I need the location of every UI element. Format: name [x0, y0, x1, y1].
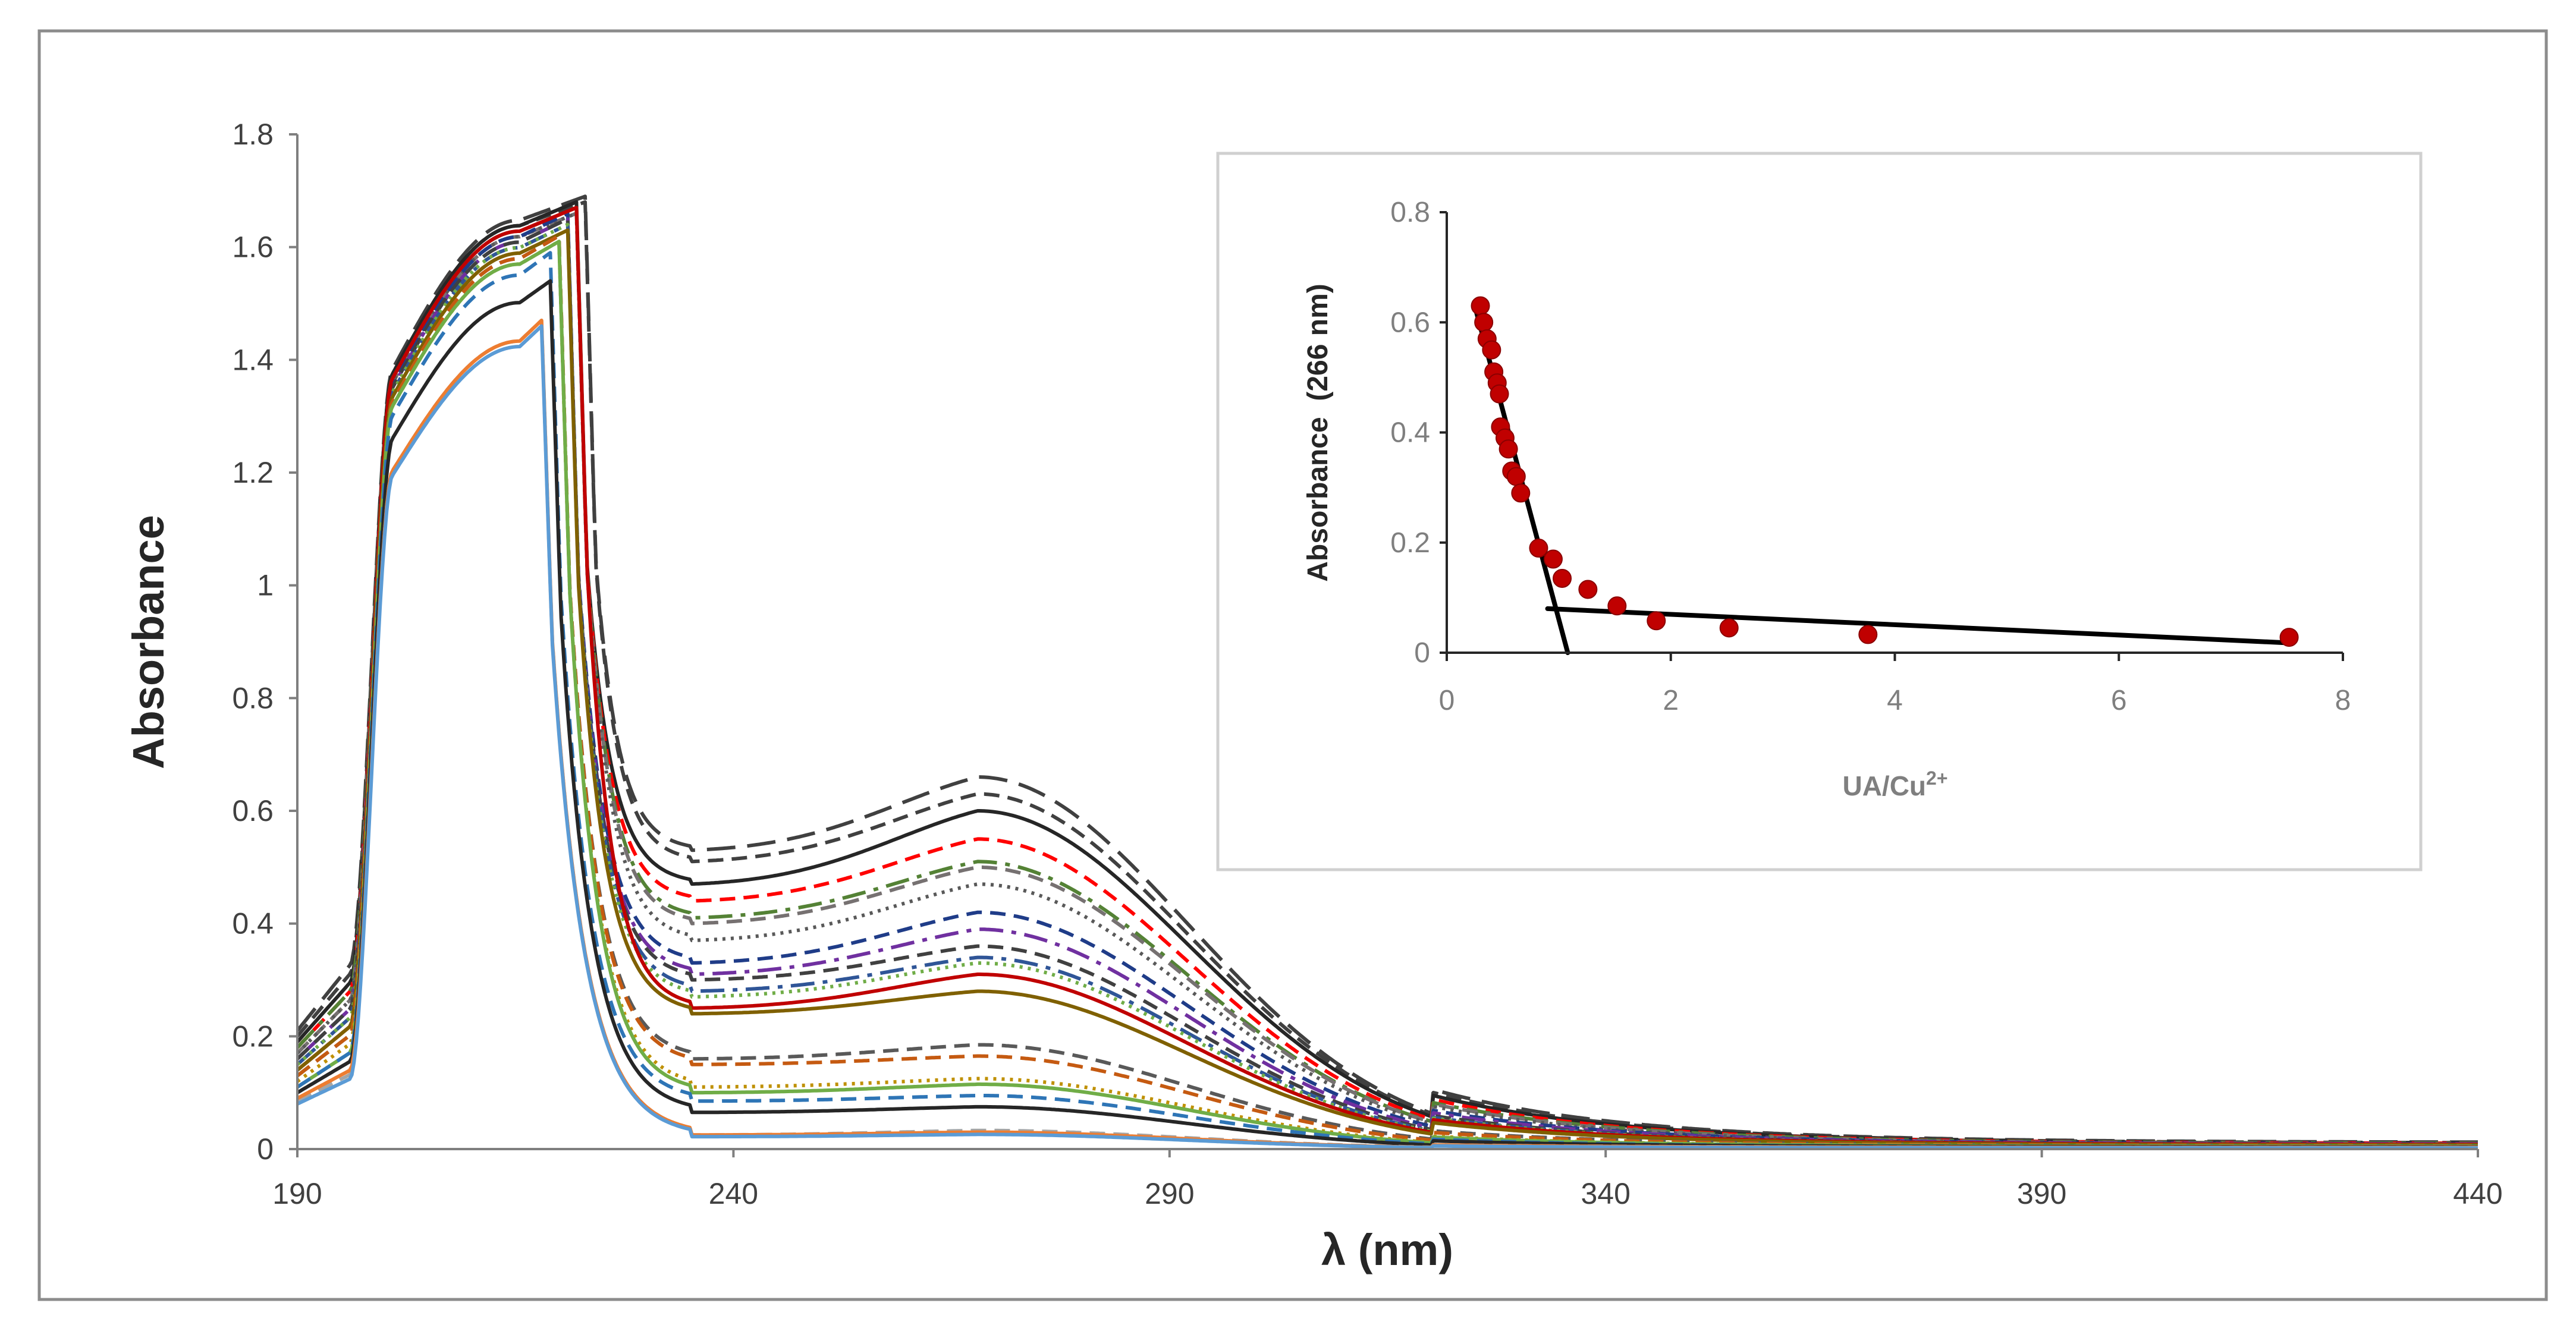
- main-y-tick-label: 1: [257, 569, 274, 602]
- main-y-tick-label: 1.2: [232, 456, 274, 489]
- inset-data-point: [1490, 384, 1509, 404]
- inset-y-tick-label: 0.8: [1390, 197, 1430, 228]
- spectrum-line-s7: [296, 211, 2478, 1146]
- inset-data-point: [1578, 580, 1598, 599]
- main-x-tick-label: 190: [272, 1177, 322, 1210]
- main-y-tick-label: 0.4: [232, 907, 274, 940]
- main-y-tick-label: 0.6: [232, 794, 274, 827]
- main-y-tick-label: 1.8: [232, 118, 274, 151]
- inset-chart: 0 0.2 0.4 0.6 0.8 0 2 4 6 8 UA/Cu2+ Absorbance (…: [1216, 152, 2423, 871]
- inset-data-point: [1553, 568, 1572, 588]
- main-curves: [296, 194, 2478, 1150]
- inset-x-title-main: UA/Cu: [1842, 770, 1926, 801]
- main-y-tick-label: 0.8: [232, 681, 274, 715]
- inset-data-point: [1858, 625, 1878, 644]
- main-y-ticks: 0 0.2 0.4 0.6 0.8 1 1.2 1.4 1.6 1.8: [232, 118, 297, 1166]
- inset-points: [1471, 296, 2299, 647]
- inset-data-point: [1719, 618, 1739, 638]
- inset-y-tick-label: 0.6: [1390, 307, 1430, 338]
- inset-data-point: [1471, 296, 1490, 316]
- inset-x-tick-label: 4: [1887, 685, 1903, 716]
- main-x-tick-label: 290: [1145, 1177, 1194, 1210]
- inset-x-tick-label: 2: [1663, 685, 1679, 716]
- inset-data-point: [1506, 467, 1526, 486]
- figure-border: [37, 29, 2548, 1301]
- inset-data-point: [1543, 549, 1563, 569]
- inset-y-tick-label: 0.4: [1390, 417, 1430, 449]
- inset-data-point: [1529, 539, 1548, 558]
- inset-data-point: [1607, 596, 1627, 616]
- inset-y-axis-title: Absorbance (266 nm): [1302, 284, 1334, 581]
- inset-data-point: [2279, 628, 2299, 647]
- main-x-ticks: 190 240 290 340 390 440: [272, 1149, 2503, 1210]
- main-y-tick-label: 0: [257, 1132, 274, 1166]
- main-x-tick-label: 390: [2017, 1177, 2066, 1210]
- inset-data-point: [1499, 439, 1518, 459]
- inset-y-ticks: 0 0.2 0.4 0.6 0.8: [1390, 197, 1447, 669]
- inset-y-tick-label: 0: [1414, 637, 1430, 669]
- inset-x-tick-label: 6: [2111, 685, 2127, 716]
- main-y-tick-label: 0.2: [232, 1019, 274, 1053]
- main-x-tick-label: 440: [2453, 1177, 2502, 1210]
- main-plot: 00.20.40.60.811.21.41.61.8 190 240 290 340 3…: [124, 118, 2503, 1274]
- main-y-tick-label: 1.4: [232, 343, 274, 376]
- main-x-tick-label: 340: [1581, 1177, 1630, 1210]
- inset-border: [1216, 152, 2423, 871]
- inset-data-point: [1511, 483, 1531, 503]
- inset-data-point: [1474, 313, 1494, 332]
- main-y-axis-title: Absorbance: [124, 515, 173, 769]
- inset-flat-fit-line: [1545, 606, 2289, 646]
- inset-x-ticks: 0 2 4 6 8: [1439, 653, 2351, 716]
- inset-x-title-superscript: 2+: [1926, 767, 1947, 789]
- inset-y-tick-label: 0.2: [1390, 527, 1430, 559]
- main-x-axis-title: λ (nm): [1321, 1225, 1453, 1274]
- inset-data-point: [1482, 340, 1501, 360]
- inset-x-tick-label: 8: [2335, 685, 2351, 716]
- inset-data-point: [1647, 611, 1666, 631]
- inset-x-axis-title: UA/Cu2+: [1842, 767, 1947, 801]
- main-x-tick-label: 240: [709, 1177, 758, 1210]
- main-y-tick-label: 1.6: [232, 231, 274, 264]
- inset-x-tick-label: 0: [1439, 685, 1455, 716]
